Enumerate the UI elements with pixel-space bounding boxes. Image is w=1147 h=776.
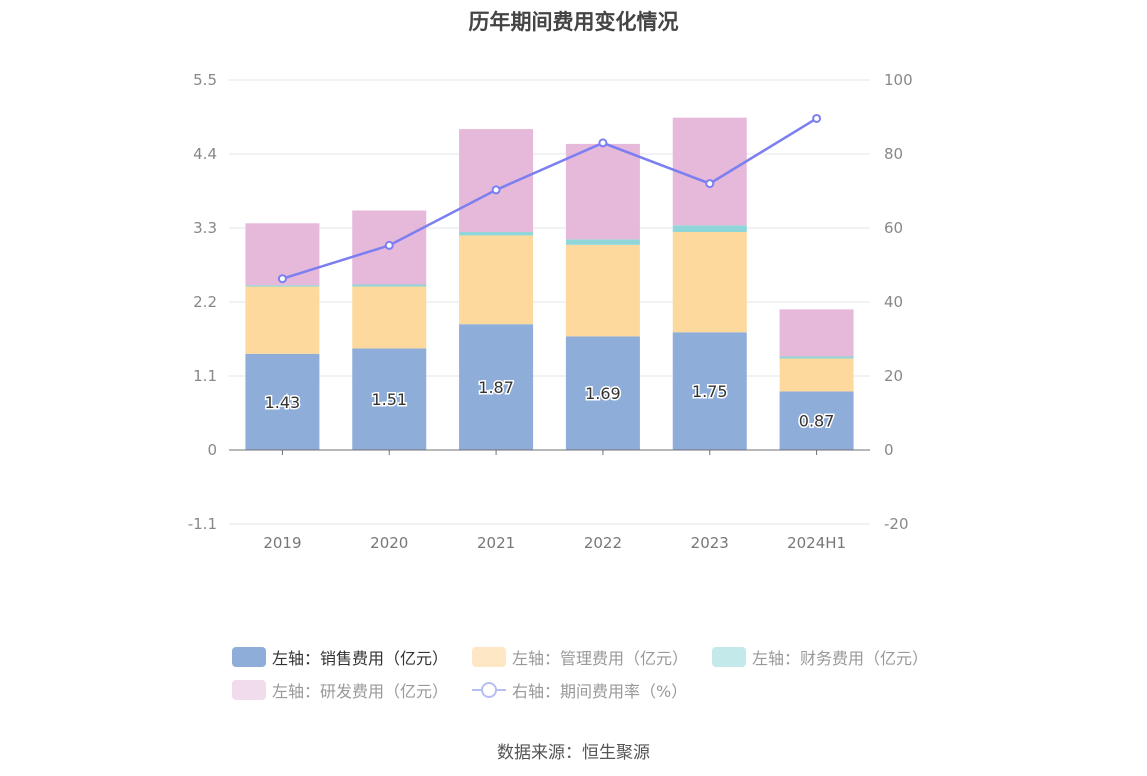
bar-labels: 1.43 1.51 1.87 1.69 1.75 0.87	[263, 377, 836, 433]
rate-point	[277, 274, 287, 284]
bar-segment	[779, 391, 854, 450]
legend-swatch-sales	[232, 646, 266, 667]
legend-label: 左轴：财务费用（亿元）	[752, 648, 929, 668]
bar-segment	[565, 244, 640, 337]
legend: 左轴：销售费用（亿元） 左轴：管理费用（亿元） 左轴：财务费用（亿元） 左轴：研…	[232, 640, 932, 706]
legend-swatch-rd	[232, 679, 266, 700]
right-tick-label: 100	[884, 71, 913, 89]
bar-segment	[565, 239, 640, 245]
data-source: 数据来源：恒生聚源	[497, 743, 650, 763]
chart-canvas: 5.5 4.4 3.3 2.2 1.1 0 -1.1 100 80 60 40 20 0 -20 1.4…	[188, 71, 913, 552]
right-tick-label: 80	[884, 145, 903, 163]
right-tick-label: -20	[884, 515, 909, 533]
legend-line-icon	[472, 680, 507, 700]
legend-swatch-finance	[712, 646, 747, 667]
left-axis-ticks: 5.5 4.4 3.3 2.2 1.1 0 -1.1	[188, 71, 217, 533]
bar-segment	[779, 309, 854, 357]
legend-label: 左轴：销售费用（亿元）	[272, 648, 449, 668]
bar-segment	[672, 232, 747, 333]
rate-point	[491, 185, 501, 195]
legend-item-sales[interactable]: 左轴：销售费用（亿元）	[232, 645, 448, 669]
rate-point	[598, 138, 608, 148]
bar-value-label: 1.43	[265, 393, 301, 412]
legend-item-rd[interactable]: 左轴：研发费用（亿元）	[232, 678, 448, 702]
right-tick-label: 0	[884, 441, 894, 459]
x-axis: 2019 2020 2021 2022 2023 2024H1	[229, 449, 870, 552]
bar-segment	[245, 286, 320, 354]
chart-title: 历年期间费用变化情况	[468, 10, 679, 34]
bar-segment	[245, 353, 320, 450]
bars	[245, 117, 854, 450]
left-tick-label: 0	[207, 441, 217, 459]
right-tick-label: 60	[884, 219, 903, 237]
legend-row-2: 左轴：研发费用（亿元） 右轴：期间费用率（%）	[232, 673, 932, 706]
bar-value-label: 0.87	[799, 412, 835, 431]
bar-segment	[459, 232, 534, 236]
bar-segment	[672, 225, 747, 233]
rate-point	[812, 113, 822, 123]
bar-segment	[565, 143, 640, 240]
bar-value-label: 1.87	[478, 378, 514, 397]
x-tick-label: 2019	[263, 534, 301, 552]
legend-item-rate[interactable]: 右轴：期间费用率（%）	[472, 678, 687, 702]
legend-label: 左轴：研发费用（亿元）	[272, 681, 449, 701]
bar-value-label: 1.51	[371, 390, 407, 409]
bar-value-label: 1.75	[692, 382, 728, 401]
right-axis-ticks: 100 80 60 40 20 0 -20	[884, 71, 913, 533]
right-tick-label: 20	[884, 367, 903, 385]
legend-label: 右轴：期间费用率（%）	[512, 681, 688, 701]
bar-segment	[779, 356, 854, 359]
left-tick-label: 4.4	[193, 145, 217, 163]
right-tick-label: 40	[884, 293, 903, 311]
rate-line-path	[282, 117, 818, 280]
legend-label: 左轴：管理费用（亿元）	[512, 648, 689, 668]
left-tick-label: 5.5	[193, 71, 217, 89]
bar-segment	[565, 336, 640, 450]
legend-item-finance[interactable]: 左轴：财务费用（亿元）	[712, 645, 928, 669]
rate-point	[384, 240, 394, 250]
left-tick-label: 2.2	[193, 293, 217, 311]
bar-segment	[352, 286, 427, 349]
bar-segment	[459, 324, 534, 450]
left-tick-label: 1.1	[193, 367, 217, 385]
bar-segment	[672, 117, 747, 226]
x-tick-label: 2024H1	[787, 534, 846, 552]
bar-value-label: 1.69	[585, 384, 621, 403]
rate-point	[705, 179, 715, 189]
bar-segment	[352, 348, 427, 450]
bar-segment	[459, 129, 534, 233]
legend-swatch-admin	[472, 646, 507, 667]
x-tick-label: 2022	[584, 534, 622, 552]
x-tick-label: 2023	[691, 534, 729, 552]
bar-segment	[352, 284, 427, 287]
bar-segment	[245, 285, 320, 287]
grid-lines	[229, 79, 870, 525]
x-tick-label: 2020	[370, 534, 408, 552]
x-tick-label: 2021	[477, 534, 515, 552]
bar-segment	[672, 332, 747, 450]
legend-row-1: 左轴：销售费用（亿元） 左轴：管理费用（亿元） 左轴：财务费用（亿元）	[232, 640, 932, 673]
left-tick-label: -1.1	[188, 515, 217, 533]
legend-item-admin[interactable]: 左轴：管理费用（亿元）	[472, 645, 688, 669]
left-tick-label: 3.3	[193, 219, 217, 237]
bar-segment	[779, 358, 854, 392]
bar-segment	[459, 235, 534, 325]
rate-line	[277, 113, 822, 284]
